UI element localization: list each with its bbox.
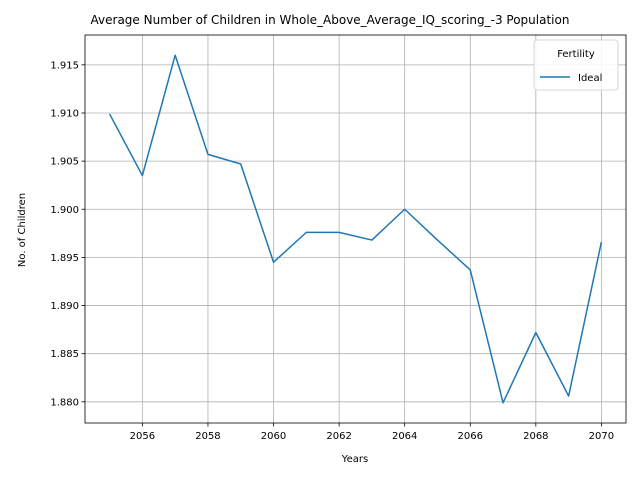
x-tick-label: 2058	[195, 431, 220, 442]
x-tick-label: 2070	[589, 431, 614, 442]
series-layer	[108, 54, 603, 404]
y-axis-label: No. of Children	[17, 193, 28, 267]
y-tick-label: 1.905	[50, 157, 79, 168]
x-tick-label: 2062	[326, 431, 351, 442]
x-tick-label: 2056	[130, 431, 155, 442]
x-axis-label: Years	[341, 454, 368, 465]
plot-frame	[84, 34, 627, 424]
tick-layer: 2056 2058 2060 2062 2064 2066 2068 2070 1.880 1.8…	[50, 60, 614, 442]
x-tick-label: 2068	[523, 431, 548, 442]
x-tick-label: 2064	[392, 431, 417, 442]
legend-box	[533, 39, 619, 91]
grid-lines	[85, 35, 626, 423]
y-tick-label: 1.910	[50, 108, 79, 119]
y-tick-label: 1.900	[50, 205, 79, 216]
y-tick-label: 1.895	[50, 253, 79, 264]
y-tick-label: 1.885	[50, 349, 79, 360]
y-tick-label: 1.915	[50, 60, 79, 71]
legend: Fertility Ideal	[533, 39, 619, 91]
legend-title: Fertility	[557, 49, 595, 60]
x-tick-label: 2066	[458, 431, 483, 442]
chart-title: Average Number of Children in Whole_Abov…	[91, 13, 570, 27]
legend-label-ideal: Ideal	[578, 73, 602, 84]
y-tick-label: 1.890	[50, 301, 79, 312]
y-tick-label: 1.880	[50, 397, 79, 408]
series-line-ideal	[108, 54, 603, 404]
x-tick-label: 2060	[261, 431, 286, 442]
